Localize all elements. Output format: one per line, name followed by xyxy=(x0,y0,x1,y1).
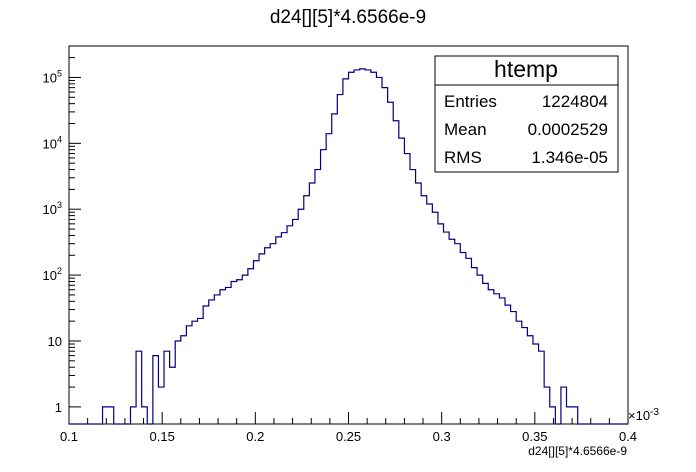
y-tick-label: 103 xyxy=(43,200,62,217)
y-tick-label: 104 xyxy=(43,134,62,151)
stats-entries-label: Entries xyxy=(444,92,497,111)
stats-title: htemp xyxy=(494,56,558,82)
x-axis-multiplier: ×10-3 xyxy=(628,407,659,423)
chart-title: d24[][5]*4.6566e-9 xyxy=(270,7,426,28)
histogram-series xyxy=(69,68,628,425)
stats-box-frame xyxy=(434,55,619,173)
x-tick-label: 0.35 xyxy=(522,429,547,444)
x-tick-label: 0.15 xyxy=(150,429,175,444)
x-tick-label: 0.2 xyxy=(246,429,264,444)
y-tick-label: 10 xyxy=(48,334,62,349)
stats-rms-value: 1.346e-05 xyxy=(531,148,608,167)
stats-mean-value: 0.0002529 xyxy=(528,120,608,139)
stats-rms-label: RMS xyxy=(444,148,482,167)
stats-box: htemp Entries 1224804 Mean 0.0002529 RMS… xyxy=(434,55,619,173)
x-tick-label: 0.25 xyxy=(336,429,361,444)
x-tick-label: 0.3 xyxy=(433,429,451,444)
y-tick-label: 1 xyxy=(55,400,62,415)
x-axis-label: d24[][5]*4.6566e-9 xyxy=(528,444,627,458)
stats-mean-label: Mean xyxy=(444,120,487,139)
y-tick-label: 105 xyxy=(43,68,62,85)
stats-entries-value: 1224804 xyxy=(542,92,608,111)
x-tick-label: 0.4 xyxy=(619,429,637,444)
y-tick-label: 102 xyxy=(43,266,62,283)
y-axis: 1 10 102 103 104 105 xyxy=(43,45,81,415)
x-axis: 0.1 0.15 0.2 0.25 0.3 0.35 0.4 xyxy=(60,412,637,444)
x-tick-label: 0.1 xyxy=(60,429,78,444)
